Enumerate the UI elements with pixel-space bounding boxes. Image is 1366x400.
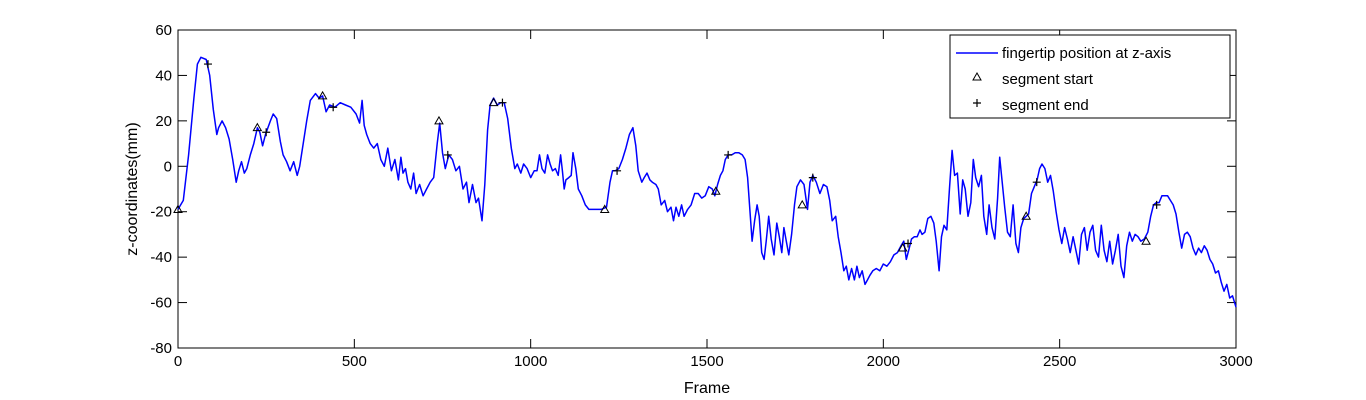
y-axis-label: z-coordinates(mm) — [124, 122, 141, 255]
segment-start-marker — [599, 204, 610, 213]
x-tick-label: 500 — [342, 353, 367, 370]
axis-ticks — [177, 29, 1237, 349]
segment-start-marker — [1141, 236, 1151, 245]
x-tick-label: 1000 — [514, 353, 547, 370]
legend-triangle-marker — [972, 71, 982, 81]
x-tick-label: 1500 — [690, 353, 723, 370]
segment-end-marker — [329, 103, 338, 112]
segment-start-marker — [710, 186, 721, 195]
segment-start-marker — [173, 204, 183, 213]
x-tick-label: 2000 — [867, 353, 900, 370]
segment-end-marker — [443, 150, 452, 159]
data-series — [173, 56, 1237, 308]
x-tick-label: 2500 — [1043, 353, 1076, 370]
segment-end-marker — [203, 60, 212, 69]
segment-start-marker — [317, 90, 328, 100]
segment-end-marker — [808, 173, 817, 182]
segment-start-marker — [434, 115, 444, 125]
y-tick-label: -80 — [150, 340, 172, 357]
segment-start-marker — [1021, 211, 1032, 220]
y-tick-label: 40 — [155, 67, 172, 84]
segment-end-marker — [262, 128, 271, 137]
x-axis-label: Frame — [684, 380, 730, 397]
x-tick-labels: 0 500 1000 1500 2000 2500 3000 — [174, 353, 1253, 370]
segment-start-marker — [488, 97, 499, 107]
segment-start-marker — [897, 243, 908, 252]
segment-end-marker — [904, 239, 913, 248]
legend-label-line: fingertip position at z-axis — [1002, 45, 1171, 62]
fingertip-z-line — [177, 56, 1237, 308]
segment-end-marker — [1152, 200, 1161, 209]
legend-label-end: segment end — [1002, 97, 1089, 114]
y-tick-label: -40 — [150, 249, 172, 266]
segment-start-marker — [797, 199, 808, 209]
x-tick-label: 3000 — [1219, 353, 1252, 370]
segment-end-marker — [613, 166, 622, 175]
y-tick-label: -20 — [150, 204, 172, 221]
x-tick-label: 0 — [174, 353, 182, 370]
y-tick-label: 20 — [155, 113, 172, 130]
segment-start-marker — [252, 122, 263, 132]
y-tick-label: -60 — [150, 295, 172, 312]
segment-end-marker — [724, 150, 733, 159]
y-tick-label: 60 — [155, 22, 172, 39]
segment-end-marker — [498, 98, 507, 107]
legend: fingertip position at z-axis segment sta… — [949, 34, 1231, 119]
y-tick-labels: -80 -60 -40 -20 0 20 40 60 — [150, 22, 172, 357]
legend-label-start: segment start — [1002, 71, 1094, 88]
legend-box — [949, 34, 1231, 119]
y-tick-label: 0 — [164, 158, 172, 175]
segment-end-marker — [1032, 178, 1041, 187]
legend-plus-marker — [973, 99, 981, 107]
